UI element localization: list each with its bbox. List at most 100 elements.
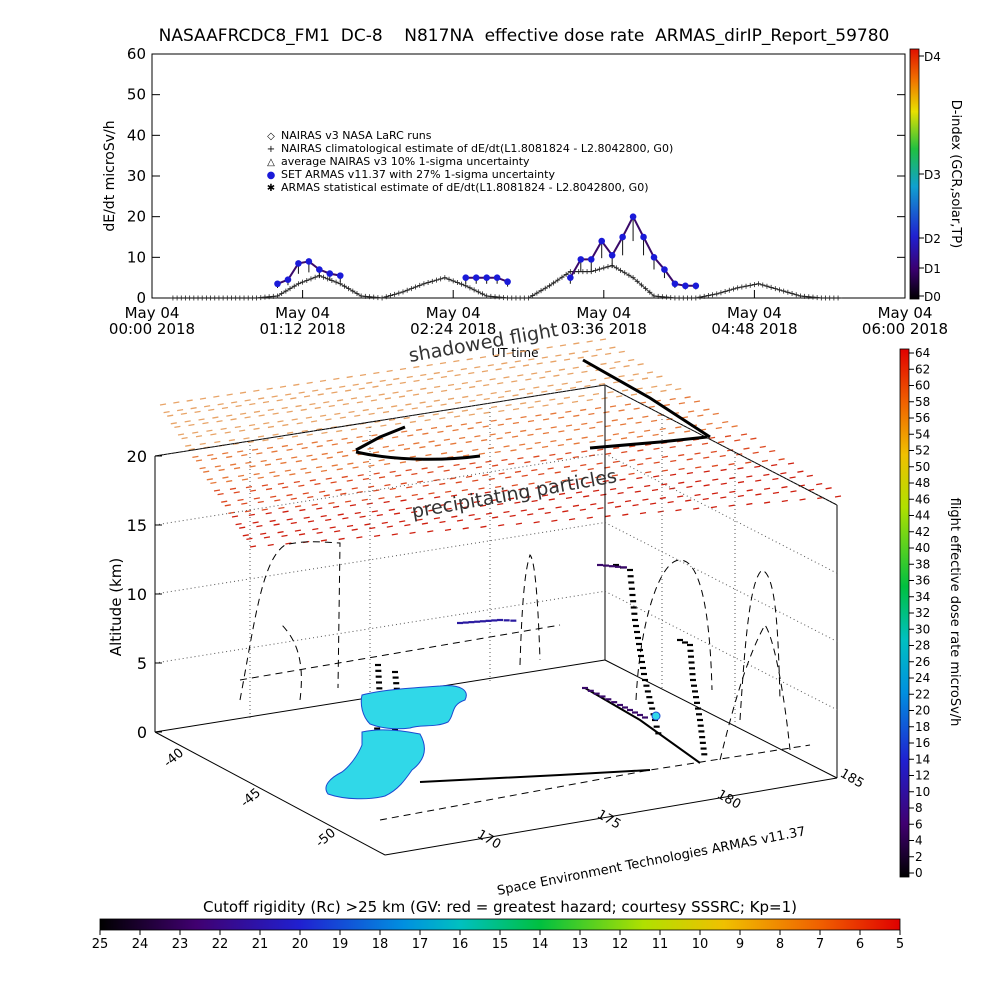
colorbar-tick-label: 60 xyxy=(915,379,930,393)
heat-dash xyxy=(307,495,314,499)
heat-dash xyxy=(630,393,638,396)
nairas-point xyxy=(521,295,527,301)
heat-dash xyxy=(731,425,738,428)
heat-dash xyxy=(586,398,593,402)
heat-dash xyxy=(264,463,272,466)
heat-dash xyxy=(488,477,495,481)
heat-dash xyxy=(242,534,249,537)
colorbar-tick-label: 36 xyxy=(915,574,930,588)
altitude-profiles xyxy=(239,541,811,821)
heat-dash xyxy=(325,418,332,421)
heat-dash xyxy=(365,426,372,429)
heat-dash xyxy=(195,435,203,438)
nairas-point xyxy=(517,295,523,301)
heat-dash xyxy=(342,517,349,520)
heat-dash xyxy=(517,457,524,460)
nairas-point xyxy=(563,271,569,277)
heat-dash xyxy=(526,447,533,450)
colorbar-tick-label: 28 xyxy=(915,639,930,653)
heat-dash xyxy=(210,433,217,436)
heat-dash xyxy=(593,489,600,492)
heat-dash xyxy=(702,497,709,501)
armas-point xyxy=(608,252,616,259)
rigidity-tick-label: 8 xyxy=(776,937,784,952)
heat-dash xyxy=(249,545,257,548)
heat-dash xyxy=(597,434,604,438)
heat-dash xyxy=(432,413,439,416)
top-legend: ◇ NAIRAS v3 NASA LaRC runs + NAIRAS climato… xyxy=(267,129,674,194)
heat-dash xyxy=(445,425,453,428)
armas-point xyxy=(316,266,323,273)
heat-dash xyxy=(637,449,644,452)
heat-dash xyxy=(481,439,488,442)
nairas-point xyxy=(785,289,791,295)
heat-dash xyxy=(224,431,231,434)
colorbar-tick-label: 44 xyxy=(915,509,930,523)
heat-dash xyxy=(337,513,344,516)
heat-dash xyxy=(257,435,265,438)
heat-dash xyxy=(257,500,264,504)
heat-dash xyxy=(249,402,256,406)
rigidity-tick-label: 11 xyxy=(652,937,669,952)
armas-point xyxy=(598,237,606,245)
heat-dash xyxy=(505,417,512,421)
heat-dash xyxy=(581,422,588,425)
nairas-point xyxy=(371,294,377,300)
heat-dash xyxy=(595,476,602,479)
nairas-point xyxy=(835,295,841,301)
heat-dash xyxy=(487,446,495,450)
heat-dash xyxy=(586,340,593,343)
heat-dash xyxy=(569,386,577,390)
heat-dash xyxy=(542,404,549,407)
heat-dash xyxy=(207,453,214,457)
heat-dash xyxy=(573,414,580,417)
heat-dash xyxy=(746,475,753,478)
rigidity-tick-label: 22 xyxy=(212,937,229,952)
nairas-point xyxy=(333,279,339,285)
legend-text: SET ARMAS v11.37 with 27% 1-sigma uncert… xyxy=(281,168,555,181)
heat-dash xyxy=(241,478,249,481)
heat-dash xyxy=(646,371,654,374)
heat-dash xyxy=(226,414,233,417)
heat-dash xyxy=(409,455,416,458)
heat-dash xyxy=(395,422,402,425)
heat-dash xyxy=(555,506,562,509)
heat-dash xyxy=(534,441,541,445)
heat-dash xyxy=(378,459,385,462)
heat-dash xyxy=(512,421,520,425)
heat-dash xyxy=(285,393,292,396)
heat-dash xyxy=(503,376,510,379)
heat-dash xyxy=(653,447,660,450)
heat-dash xyxy=(535,486,542,489)
legend-text: NAIRAS v3 NASA LaRC runs xyxy=(281,129,432,142)
heat-dash xyxy=(620,437,628,440)
heat-dash xyxy=(573,428,580,431)
heat-dash xyxy=(258,414,265,417)
heat-dash xyxy=(509,366,516,369)
heat-dash xyxy=(332,505,340,509)
heat-dash xyxy=(420,387,427,390)
dindex-tick-label: D4 xyxy=(924,50,941,64)
nairas-point xyxy=(429,278,435,284)
heat-dash xyxy=(678,467,685,471)
heat-dash xyxy=(533,386,540,389)
heat-dash xyxy=(678,402,686,405)
heat-dash xyxy=(834,495,842,498)
heat-dash xyxy=(305,416,313,419)
heat-dash xyxy=(495,368,502,371)
heat-dash xyxy=(228,511,235,515)
heat-dash xyxy=(613,381,620,384)
heat-dash xyxy=(248,513,255,517)
nairas-point xyxy=(823,295,829,301)
nairas-point xyxy=(655,293,661,299)
colorbar-tick-label: 10 xyxy=(915,785,930,799)
heat-dash xyxy=(703,484,710,487)
heat-dash xyxy=(413,442,420,445)
latitude-tick-label: -45 xyxy=(238,786,264,811)
heat-dash xyxy=(584,384,591,388)
nairas-point xyxy=(509,295,515,301)
dose-rate-colorbar-ticks: 0246810121416182022242628303234363840424… xyxy=(909,346,930,880)
heat-dash xyxy=(790,490,797,493)
nairas-point xyxy=(362,293,368,299)
heat-dash xyxy=(244,399,251,402)
